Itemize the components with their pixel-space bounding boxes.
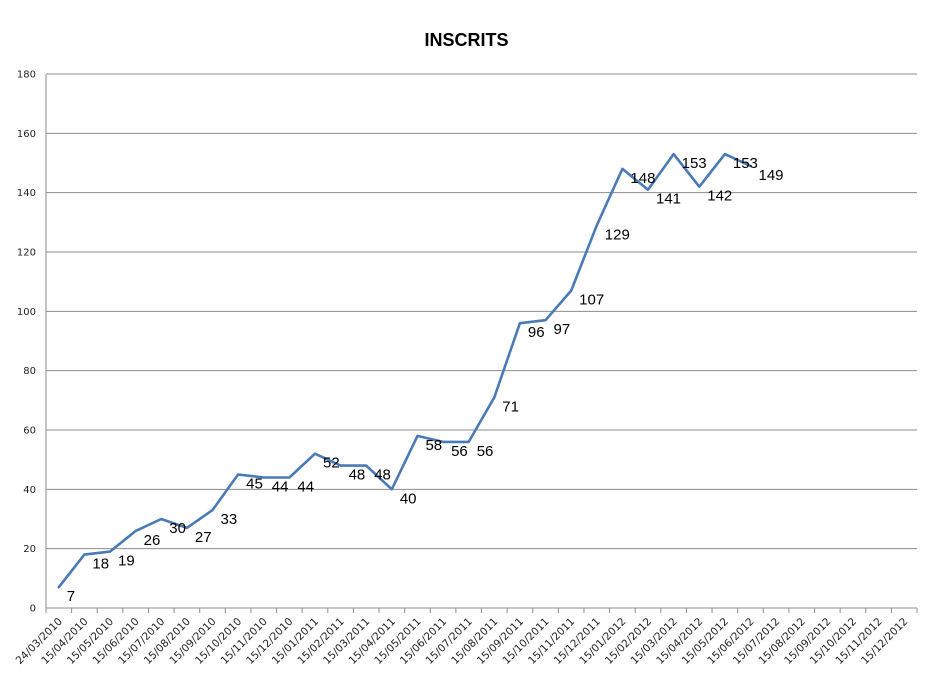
data-label: 96 [528, 324, 545, 341]
y-tick-label: 40 [23, 485, 36, 496]
series-line-group [57, 152, 752, 589]
y-tick-label: 180 [17, 70, 36, 81]
data-label: 48 [349, 467, 366, 484]
series-line [57, 152, 752, 589]
data-label: 26 [144, 532, 161, 549]
y-tick-label: 160 [17, 129, 36, 140]
y-axis-tick-labels: 0 20 40 60 80 100 120 140 160 180 [17, 70, 36, 615]
data-label: 30 [169, 520, 186, 537]
data-label: 45 [246, 476, 263, 493]
y-tick-label: 0 [30, 604, 36, 615]
x-axis-tick-labels: 24/03/201015/04/201015/05/201015/06/2010… [14, 616, 911, 667]
data-label: 7 [67, 588, 75, 605]
data-label: 148 [630, 170, 655, 187]
y-tick-label: 140 [17, 188, 36, 199]
data-label: 48 [374, 467, 391, 484]
data-label: 52 [323, 455, 340, 472]
y-tick-label: 100 [17, 307, 36, 318]
data-label: 153 [733, 155, 758, 172]
data-label: 107 [579, 292, 604, 309]
data-label: 56 [451, 443, 468, 460]
data-label: 27 [195, 529, 212, 546]
data-label: 18 [92, 556, 109, 573]
data-label: 19 [118, 553, 135, 570]
data-label: 142 [707, 188, 732, 205]
data-label: 153 [682, 155, 707, 172]
y-tick-label: 120 [17, 248, 36, 259]
data-labels: 7 18 19 26 30 27 33 45 44 44 52 48 48 40 58 56 56 71 96 97 1… [67, 155, 784, 605]
data-label: 149 [758, 167, 783, 184]
data-label: 33 [221, 511, 238, 528]
chart-title: INSCRITS [424, 30, 509, 50]
data-label: 71 [502, 398, 519, 415]
data-label: 97 [554, 321, 571, 338]
data-label: 40 [400, 490, 417, 507]
y-tick-label: 20 [23, 544, 36, 555]
gridlines [46, 73, 917, 550]
y-tick-label: 80 [23, 366, 36, 377]
data-label: 129 [605, 226, 630, 243]
data-label: 141 [656, 191, 681, 208]
data-label: 58 [425, 437, 442, 454]
y-tick-label: 60 [23, 426, 36, 437]
data-label: 56 [477, 443, 494, 460]
data-label: 44 [272, 478, 289, 495]
axes [45, 74, 918, 613]
data-label: 44 [297, 478, 314, 495]
